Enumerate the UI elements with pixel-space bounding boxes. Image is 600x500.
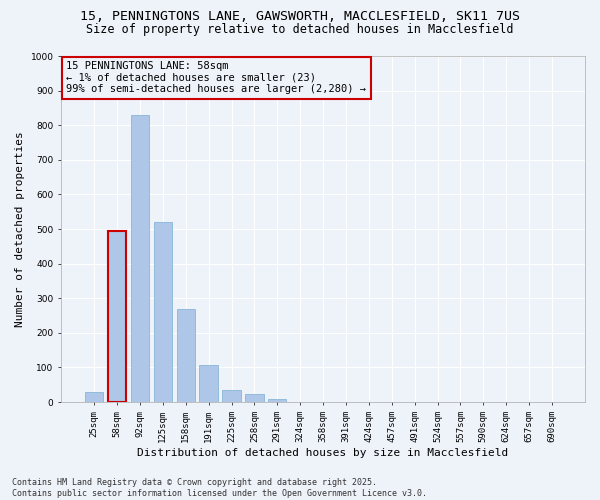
X-axis label: Distribution of detached houses by size in Macclesfield: Distribution of detached houses by size … [137, 448, 509, 458]
Bar [176, 308, 195, 402]
Text: Contains HM Land Registry data © Crown copyright and database right 2025.
Contai: Contains HM Land Registry data © Crown c… [12, 478, 427, 498]
Bar [223, 390, 241, 402]
Bar [131, 115, 149, 402]
Text: 15, PENNINGTONS LANE, GAWSWORTH, MACCLESFIELD, SK11 7US: 15, PENNINGTONS LANE, GAWSWORTH, MACCLES… [80, 10, 520, 23]
Bar [268, 400, 286, 402]
Text: 15 PENNINGTONS LANE: 58sqm
← 1% of detached houses are smaller (23)
99% of semi-: 15 PENNINGTONS LANE: 58sqm ← 1% of detac… [67, 61, 367, 94]
Bar [154, 222, 172, 402]
Text: Size of property relative to detached houses in Macclesfield: Size of property relative to detached ho… [86, 22, 514, 36]
Y-axis label: Number of detached properties: Number of detached properties [15, 131, 25, 327]
Bar [85, 392, 103, 402]
Bar [245, 394, 263, 402]
Bar [199, 364, 218, 402]
Bar [108, 231, 126, 402]
